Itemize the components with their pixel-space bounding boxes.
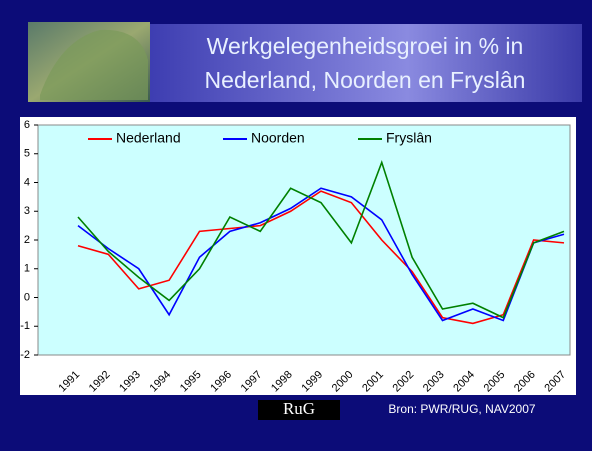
y-tick-label: 3 (24, 205, 30, 217)
legend-label: Nederland (116, 130, 181, 146)
logo: RuG (283, 399, 315, 418)
y-tick-label: 2 (24, 234, 30, 246)
legend-label: Noorden (251, 130, 305, 146)
y-tick-label: 1 (24, 263, 30, 275)
page: {"chart_data": {"type": "line", "title":… (0, 0, 592, 446)
y-tick-label: 5 (24, 148, 30, 160)
y-tick-label: -2 (20, 349, 30, 361)
y-tick-label: 6 (24, 119, 30, 131)
y-tick-label: 0 (24, 291, 30, 303)
plot-area (38, 125, 570, 355)
source: Bron: PWR/RUG, NAV2007 (388, 402, 535, 416)
chart-title: Werkgelegenheidsgroei in % in (207, 33, 524, 59)
slide: Werkgelegenheidsgroei in % in Nederland,… (0, 0, 592, 446)
legend-label: Fryslân (386, 130, 432, 146)
y-tick-label: -1 (20, 320, 30, 332)
chart-title: Nederland, Noorden en Fryslân (205, 67, 526, 93)
y-tick-label: 4 (24, 176, 30, 188)
